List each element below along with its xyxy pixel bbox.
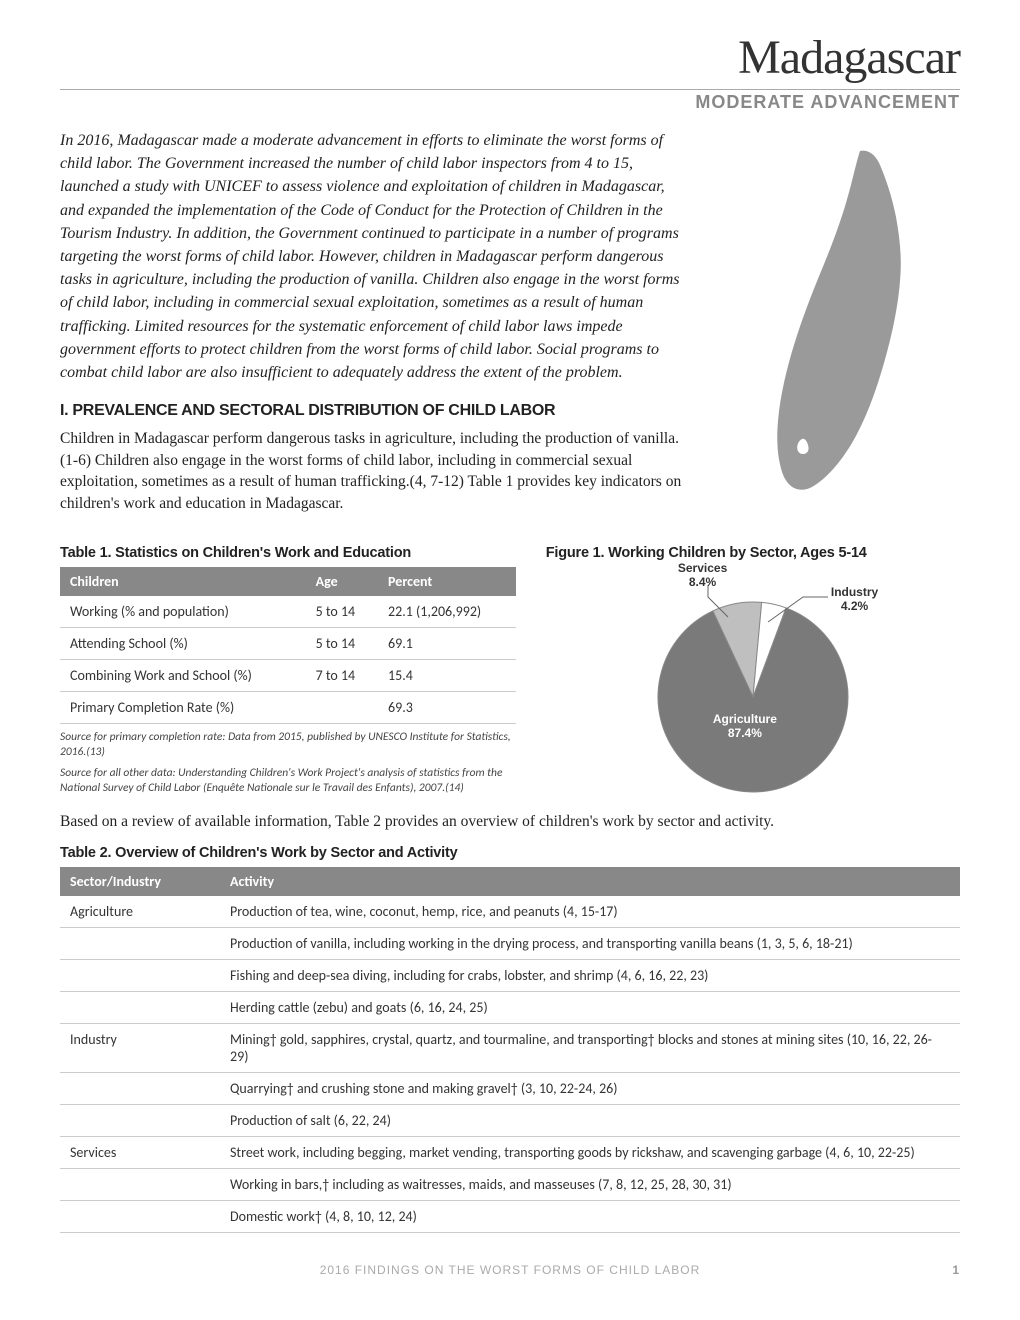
intro-paragraph: In 2016, Madagascar made a moderate adva… xyxy=(60,129,690,384)
table1: ChildrenAgePercent Working (% and popula… xyxy=(60,567,516,724)
pie-chart: Services8.4%Industry4.2%Agriculture87.4% xyxy=(583,567,923,797)
table-row: Primary Completion Rate (%) 69.3 xyxy=(60,691,516,723)
table-row: Herding cattle (zebu) and goats (6, 16, … xyxy=(60,991,960,1023)
section-1-heading: I. PREVALENCE AND SECTORAL DISTRIBUTION … xyxy=(60,402,690,420)
footer-text: 2016 FINDINGS ON THE WORST FORMS OF CHIL… xyxy=(320,1263,701,1277)
table1-cell: 7 to 14 xyxy=(306,659,378,691)
table2-sector-cell: Agriculture xyxy=(60,896,220,928)
table2-sector-cell xyxy=(60,1104,220,1136)
table1-source1: Source for primary completion rate: Data… xyxy=(60,730,516,760)
table2-sector-cell: Industry xyxy=(60,1023,220,1072)
page-number: 1 xyxy=(952,1263,960,1277)
table1-cell: 69.3 xyxy=(378,691,516,723)
table2-sector-cell xyxy=(60,991,220,1023)
bridge-text: Based on a review of available informati… xyxy=(60,811,960,833)
table2-activity-cell: Production of vanilla, including working… xyxy=(220,927,960,959)
table-row: Attending School (%)5 to 1469.1 xyxy=(60,627,516,659)
table2-activity-cell: Production of tea, wine, coconut, hemp, … xyxy=(220,896,960,928)
table-row: Working (% and population)5 to 1422.1 (1… xyxy=(60,596,516,628)
table-row: Production of salt (6, 22, 24) xyxy=(60,1104,960,1136)
top-section: In 2016, Madagascar made a moderate adva… xyxy=(60,129,960,527)
table1-header-cell: Children xyxy=(60,567,306,596)
table1-cell: 15.4 xyxy=(378,659,516,691)
table-row: Quarrying† and crushing stone and making… xyxy=(60,1072,960,1104)
table2-activity-cell: Fishing and deep-sea diving, including f… xyxy=(220,959,960,991)
table2-activity-cell: Production of salt (6, 22, 24) xyxy=(220,1104,960,1136)
table2-sector-cell: Services xyxy=(60,1136,220,1168)
figure1-column: Figure 1. Working Children by Sector, Ag… xyxy=(546,545,960,797)
table1-column: Table 1. Statistics on Children's Work a… xyxy=(60,545,516,797)
header-divider xyxy=(60,89,960,90)
table2-title: Table 2. Overview of Children's Work by … xyxy=(60,845,960,861)
table-row: AgricultureProduction of tea, wine, coco… xyxy=(60,896,960,928)
table2-activity-cell: Domestic work† (4, 8, 10, 12, 24) xyxy=(220,1200,960,1232)
table-row: Production of vanilla, including working… xyxy=(60,927,960,959)
map-column xyxy=(720,129,960,527)
intro-column: In 2016, Madagascar made a moderate adva… xyxy=(60,129,690,527)
table1-cell: 5 to 14 xyxy=(306,596,378,628)
table2-activity-cell: Quarrying† and crushing stone and making… xyxy=(220,1072,960,1104)
table-row: IndustryMining† gold, sapphires, crystal… xyxy=(60,1023,960,1072)
table-row: Domestic work† (4, 8, 10, 12, 24) xyxy=(60,1200,960,1232)
table-figure-row: Table 1. Statistics on Children's Work a… xyxy=(60,545,960,797)
table2: Sector/IndustryActivity AgricultureProdu… xyxy=(60,867,960,1233)
table2-sector-cell xyxy=(60,1072,220,1104)
table2-header-cell: Activity xyxy=(220,867,960,896)
pie-label-services: Services8.4% xyxy=(678,561,727,590)
table2-sector-cell xyxy=(60,927,220,959)
table1-header-cell: Age xyxy=(306,567,378,596)
table2-header-cell: Sector/Industry xyxy=(60,867,220,896)
table2-activity-cell: Herding cattle (zebu) and goats (6, 16, … xyxy=(220,991,960,1023)
table-row: ServicesStreet work, including begging, … xyxy=(60,1136,960,1168)
table1-header-cell: Percent xyxy=(378,567,516,596)
table1-cell xyxy=(306,691,378,723)
figure1-title: Figure 1. Working Children by Sector, Ag… xyxy=(546,545,960,561)
table1-cell: Working (% and population) xyxy=(60,596,306,628)
table-row: Combining Work and School (%)7 to 1415.4 xyxy=(60,659,516,691)
table2-activity-cell: Working in bars,† including as waitresse… xyxy=(220,1168,960,1200)
map-silhouette xyxy=(777,151,901,490)
table2-activity-cell: Mining† gold, sapphires, crystal, quartz… xyxy=(220,1023,960,1072)
table1-cell: 5 to 14 xyxy=(306,627,378,659)
table2-sector-cell xyxy=(60,1200,220,1232)
table1-cell: Combining Work and School (%) xyxy=(60,659,306,691)
table2-activity-cell: Street work, including begging, market v… xyxy=(220,1136,960,1168)
table-row: Working in bars,† including as waitresse… xyxy=(60,1168,960,1200)
table2-sector-cell xyxy=(60,1168,220,1200)
pie-label-agriculture: Agriculture87.4% xyxy=(713,712,777,741)
section-1-body: Children in Madagascar perform dangerous… xyxy=(60,428,690,515)
table-row: Fishing and deep-sea diving, including f… xyxy=(60,959,960,991)
table1-cell: Attending School (%) xyxy=(60,627,306,659)
header: Madagascar MODERATE ADVANCEMENT xyxy=(60,30,960,113)
pie-label-industry: Industry4.2% xyxy=(831,585,878,614)
footer: 2016 FINDINGS ON THE WORST FORMS OF CHIL… xyxy=(60,1263,960,1277)
table1-cell: Primary Completion Rate (%) xyxy=(60,691,306,723)
table1-cell: 69.1 xyxy=(378,627,516,659)
table1-title: Table 1. Statistics on Children's Work a… xyxy=(60,545,516,561)
table1-source2: Source for all other data: Understanding… xyxy=(60,766,516,796)
status-subtitle: MODERATE ADVANCEMENT xyxy=(60,92,960,113)
country-title: Madagascar xyxy=(60,30,960,85)
table2-sector-cell xyxy=(60,959,220,991)
table1-cell: 22.1 (1,206,992) xyxy=(378,596,516,628)
madagascar-map-icon xyxy=(740,139,940,499)
